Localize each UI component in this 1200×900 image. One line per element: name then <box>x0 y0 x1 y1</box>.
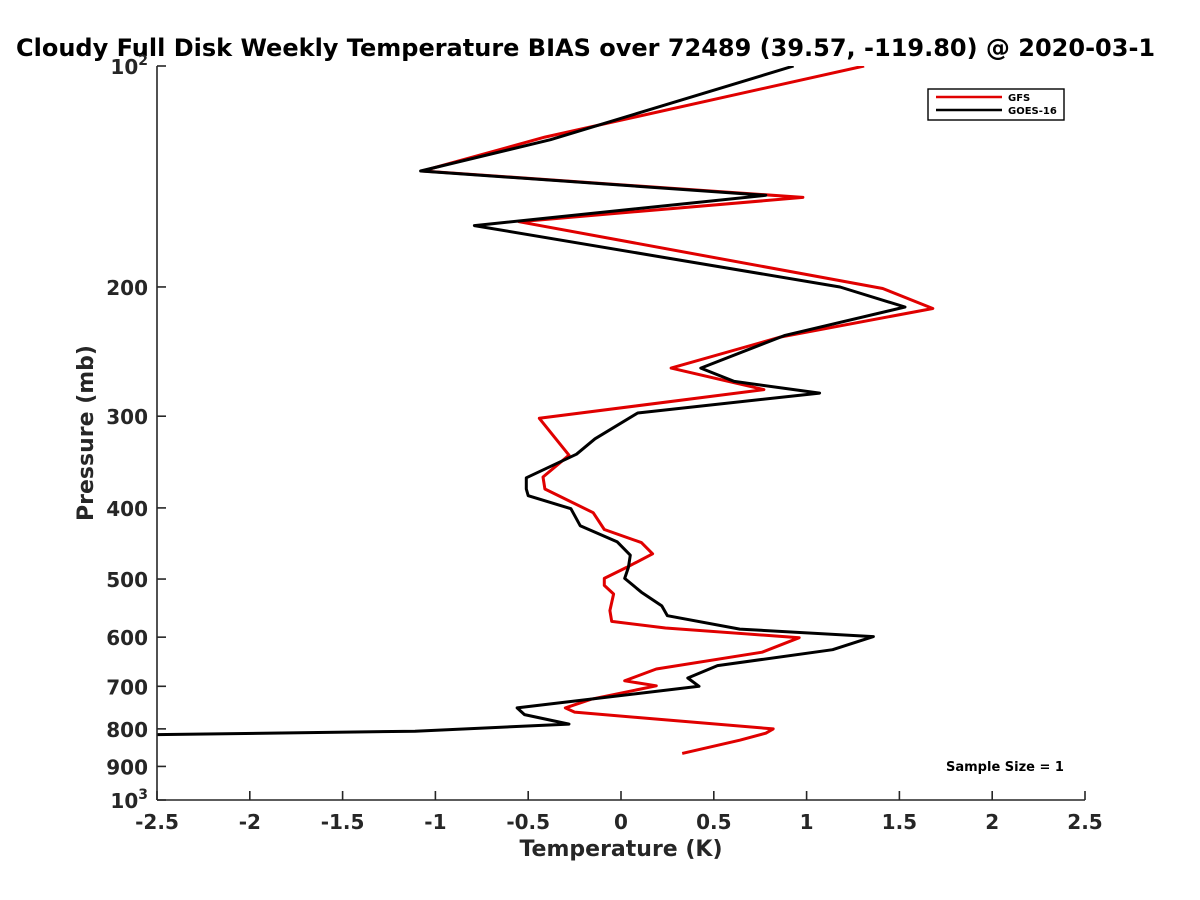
x-ticks: -2.5 -2 -1.5 -1 -0.5 0 0.5 1 1.5 2 2.5 <box>135 791 1103 834</box>
y-axis-label: Pressure (mb) <box>74 345 99 521</box>
legend-box <box>927 88 1065 121</box>
y-tick-label: 700 <box>106 675 148 699</box>
axes <box>156 66 1085 801</box>
x-tick-label: -2.5 <box>135 810 179 834</box>
x-tick-label: -2 <box>239 810 261 834</box>
y-tick-label: 800 <box>106 718 148 742</box>
series-line-gfs <box>420 66 935 755</box>
y-tick-label: 600 <box>106 626 148 650</box>
x-axis-label: Temperature (K) <box>519 837 722 862</box>
x-tick-label: 0.5 <box>696 810 731 834</box>
x-tick-label: 0 <box>614 810 628 834</box>
chart-title: Cloudy Full Disk Weekly Temperature BIAS… <box>16 34 1155 62</box>
x-tick-label: 1.5 <box>882 810 917 834</box>
series-line-goes16 <box>157 66 907 737</box>
x-tick-label: 1 <box>800 810 814 834</box>
y-tick-label: 300 <box>106 405 148 429</box>
y-ticks: 102 200 300 400 500 600 700 800 900 103 <box>106 53 166 813</box>
y-tick-label: 103 <box>110 787 148 813</box>
y-tick-label: 102 <box>110 53 148 79</box>
y-tick-label: 900 <box>106 755 148 779</box>
x-tick-label: 2.5 <box>1067 810 1102 834</box>
series-layer <box>157 66 935 755</box>
y-tick-label: 500 <box>106 568 148 592</box>
x-tick-label: -0.5 <box>506 810 550 834</box>
x-tick-label: -1.5 <box>321 810 365 834</box>
y-tick-label: 400 <box>106 497 148 521</box>
y-tick-label: 200 <box>106 276 148 300</box>
x-tick-label: -1 <box>424 810 446 834</box>
x-tick-label: 2 <box>985 810 999 834</box>
legend-label-gfs: GFS <box>1008 93 1030 104</box>
sample-size-annotation: Sample Size = 1 <box>946 760 1064 775</box>
legend-label-goes16: GOES-16 <box>1008 106 1057 117</box>
legend: GFS GOES-16 <box>927 88 1065 121</box>
